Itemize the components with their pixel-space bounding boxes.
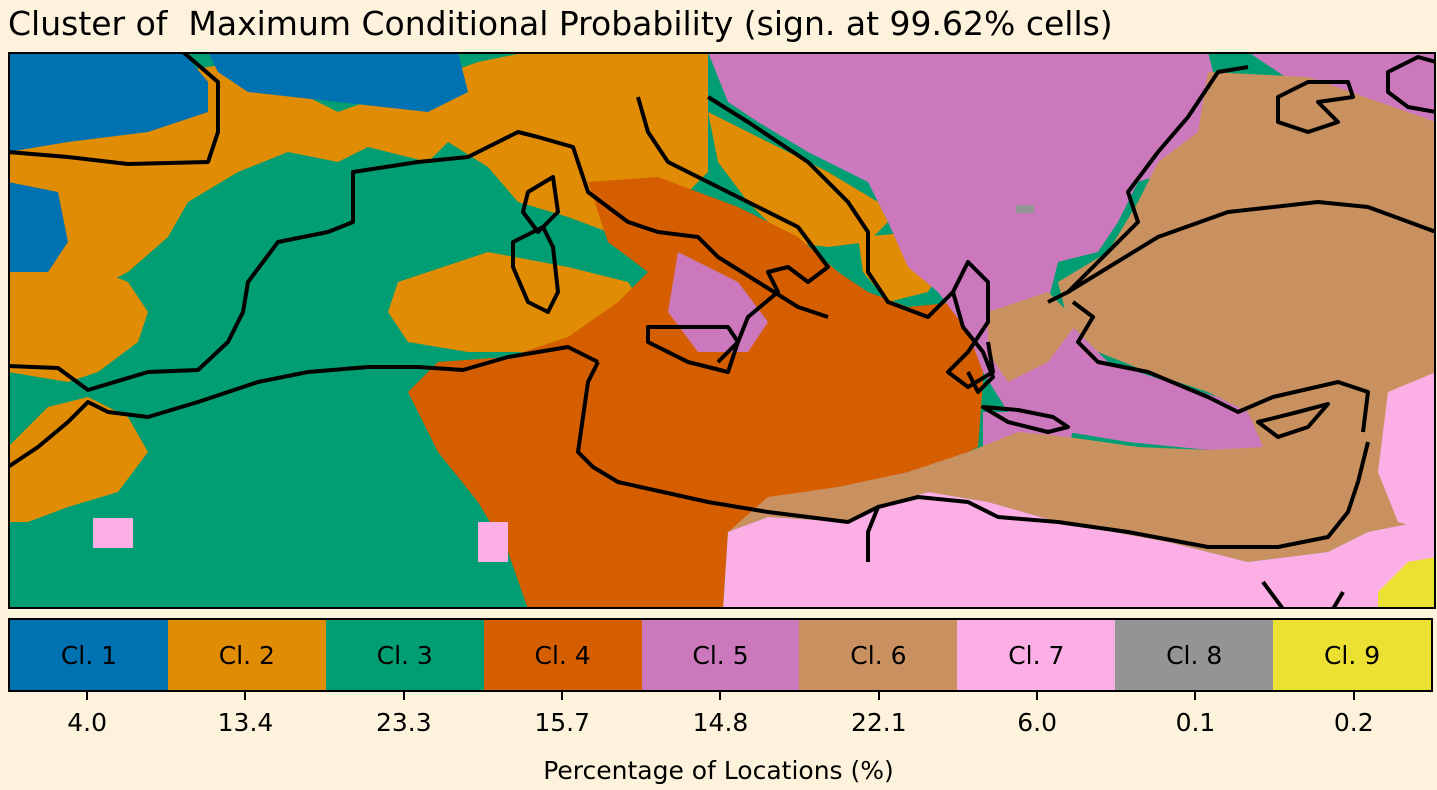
legend-cl8: Cl. 8 — [1115, 620, 1274, 690]
coastline-sardinia — [511, 225, 560, 314]
coastlines — [8, 52, 1436, 609]
legend-cl7: Cl. 7 — [957, 620, 1116, 690]
tick-label-cl5: 14.8 — [692, 708, 749, 737]
tick-label-cl1: 4.0 — [67, 708, 108, 737]
colorbar-xlabel: Percentage of Locations (%) — [543, 756, 894, 785]
tick-label-cl2: 13.4 — [217, 708, 274, 737]
tick-label-cl8: 0.1 — [1175, 708, 1216, 737]
tick-mark — [719, 692, 722, 700]
tick-mark — [1352, 692, 1355, 700]
coastline-greece — [951, 291, 995, 394]
coastline-red-sea — [1331, 590, 1345, 609]
tick-mark — [1036, 692, 1039, 700]
tick-label-cl9: 0.2 — [1333, 708, 1374, 737]
coastline-sicily — [646, 325, 740, 374]
tick-mark — [1194, 692, 1197, 700]
coastline-north-africa-2 — [866, 506, 880, 562]
region-cl2-iberia — [8, 262, 148, 382]
region-cl1-north — [208, 52, 468, 112]
region-cl1-west — [8, 182, 68, 272]
colorbar-ticks: 4.0 13.4 23.3 15.7 14.8 22.1 6.0 0.1 0.2 — [8, 692, 1433, 737]
legend-cl4: Cl. 4 — [483, 620, 642, 690]
legend-cl3: Cl. 3 — [325, 620, 484, 690]
legend-cl9-label: Cl. 9 — [1323, 640, 1381, 670]
legend-cl2-label: Cl. 2 — [218, 640, 275, 670]
region-cl6-balkan-east — [988, 292, 1078, 382]
cluster-map — [8, 52, 1436, 609]
coastline-western-europe — [8, 130, 829, 392]
legend-cl6: Cl. 6 — [799, 620, 958, 690]
tick-mark — [244, 692, 247, 700]
colorbar: Cl. 1 Cl. 2 Cl. 3 Cl. 4 Cl. 5 Cl. 6 Cl. … — [8, 618, 1433, 692]
tick-mark — [877, 692, 880, 700]
map-title: Cluster of Maximum Conditional Probabili… — [8, 4, 1113, 43]
legend-cl5: Cl. 5 — [641, 620, 800, 690]
region-cl7-north-africa — [723, 492, 1436, 609]
coastline-north-africa — [576, 361, 1370, 549]
legend-cl5-label: Cl. 5 — [692, 640, 749, 670]
tick-label-cl6: 22.1 — [850, 708, 907, 737]
legend-cl2: Cl. 2 — [167, 620, 326, 690]
region-cl2-west-africa — [8, 397, 148, 522]
tick-label-cl7: 6.0 — [1017, 708, 1058, 737]
coastline-crete — [981, 405, 1070, 434]
coastline-turkey-west — [1066, 65, 1249, 294]
coastline-turkey-north — [1047, 200, 1436, 304]
legend-cl1: Cl. 1 — [10, 620, 168, 690]
map-frame — [8, 52, 1436, 609]
legend-cl7-label: Cl. 7 — [1008, 640, 1065, 670]
tick-mark — [86, 692, 89, 700]
legend-cl4-label: Cl. 4 — [534, 640, 591, 670]
region-cl7-east-edge — [1378, 372, 1436, 532]
coastline-iberia-south — [8, 345, 599, 469]
legend-cl6-label: Cl. 6 — [850, 640, 907, 670]
region-cl5-balkans — [708, 52, 1268, 452]
legend-cl1-label: Cl. 1 — [60, 640, 118, 670]
coastline-black-sea-east — [1386, 55, 1436, 114]
coastline-corsica — [521, 175, 560, 234]
tick-label-cl4: 15.7 — [534, 708, 590, 737]
legend-cl9: Cl. 9 — [1273, 620, 1432, 690]
tick-mark — [402, 692, 405, 700]
patch-cl7-1 — [93, 518, 133, 548]
coastline-turkey-south — [1071, 300, 1370, 433]
coastline-cyprus — [1256, 402, 1330, 439]
region-cl2-adriatic — [708, 112, 888, 247]
tick-label-cl3: 23.3 — [375, 708, 432, 737]
tick-mark — [561, 692, 564, 700]
coastline-italy — [636, 96, 830, 364]
region-cl9-corner — [1378, 557, 1436, 609]
coastline-black-sea — [1276, 80, 1355, 134]
region-cl6-anatolia — [728, 72, 1436, 562]
coastline-nile — [1261, 580, 1285, 609]
region-cl4-central-med — [408, 177, 983, 609]
region-cl1-northwest — [8, 52, 208, 152]
patch-cl8 — [1016, 205, 1034, 213]
coastline-france-atlantic — [8, 52, 220, 166]
patch-cl7-2 — [478, 522, 508, 562]
legend-cl8-label: Cl. 8 — [1166, 640, 1223, 670]
legend-cl3-label: Cl. 3 — [376, 640, 433, 670]
